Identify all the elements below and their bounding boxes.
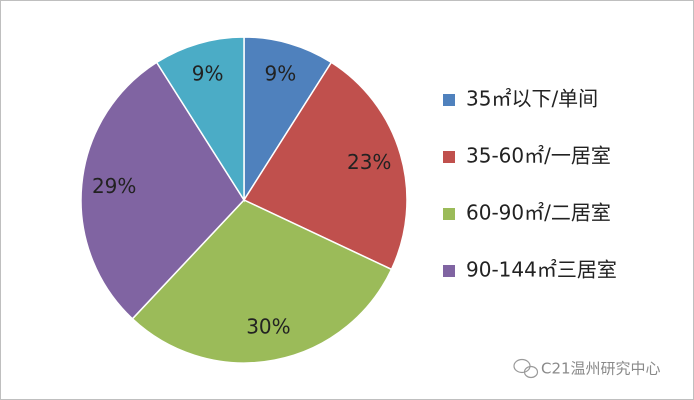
watermark-icon <box>513 358 539 379</box>
legend-swatch <box>443 265 455 277</box>
legend-swatch <box>443 151 455 163</box>
pie-slice <box>243 36 333 203</box>
data-label: 9% <box>265 61 297 85</box>
pie-slice <box>155 36 245 203</box>
legend-swatch <box>443 94 455 106</box>
data-label: 29% <box>92 174 136 198</box>
legend-swatch <box>443 208 455 220</box>
data-label: 23% <box>347 150 391 174</box>
legend-label: 35-60㎡/一居室 <box>466 144 611 168</box>
pie-slice <box>242 61 408 271</box>
legend-label: 60-90㎡/二居室 <box>466 201 611 225</box>
data-label: 9% <box>192 61 224 85</box>
pie-slice <box>80 61 245 320</box>
data-label: 30% <box>246 315 290 339</box>
legend-label: 90-144㎡三居室 <box>466 258 617 282</box>
watermark: C21温州研究中心 <box>541 360 661 378</box>
legend-label: 35㎡以下/单间 <box>466 87 598 111</box>
pie-slice <box>131 199 393 364</box>
